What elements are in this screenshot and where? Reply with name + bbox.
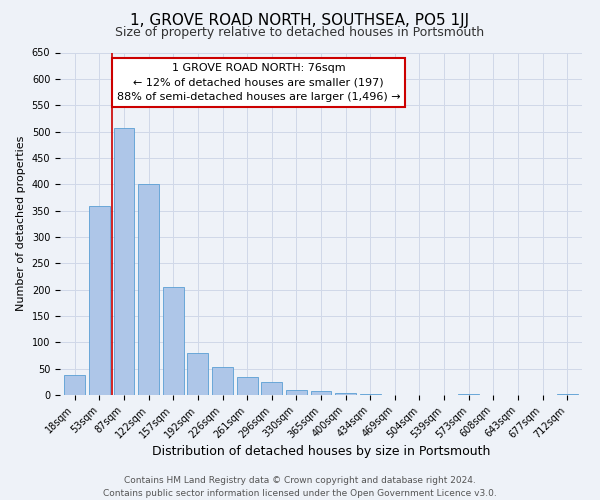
Text: Contains HM Land Registry data © Crown copyright and database right 2024.
Contai: Contains HM Land Registry data © Crown c… [103, 476, 497, 498]
X-axis label: Distribution of detached houses by size in Portsmouth: Distribution of detached houses by size … [152, 445, 490, 458]
Bar [64, 375, 85, 395]
Bar [113, 128, 134, 395]
Bar [236, 376, 257, 395]
Bar [138, 184, 159, 395]
Bar [187, 353, 208, 395]
Bar [286, 390, 307, 395]
Bar [458, 394, 479, 395]
Bar [311, 391, 331, 395]
Bar [360, 394, 381, 395]
Y-axis label: Number of detached properties: Number of detached properties [16, 136, 26, 312]
Text: 1, GROVE ROAD NORTH, SOUTHSEA, PO5 1JJ: 1, GROVE ROAD NORTH, SOUTHSEA, PO5 1JJ [130, 12, 470, 28]
Bar [557, 394, 578, 395]
Bar [163, 287, 184, 395]
Text: 1 GROVE ROAD NORTH: 76sqm
← 12% of detached houses are smaller (197)
88% of semi: 1 GROVE ROAD NORTH: 76sqm ← 12% of detac… [116, 63, 400, 102]
Bar [212, 366, 233, 395]
Text: Size of property relative to detached houses in Portsmouth: Size of property relative to detached ho… [115, 26, 485, 39]
Bar [335, 393, 356, 395]
Bar [261, 382, 282, 395]
Bar [89, 206, 110, 395]
